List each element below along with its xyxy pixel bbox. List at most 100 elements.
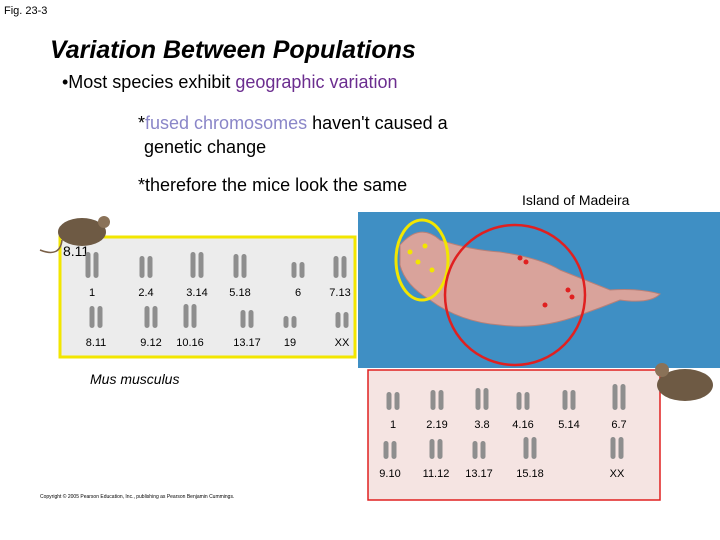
chromosome: [139, 256, 145, 278]
chromosome: [333, 256, 339, 278]
chromosome: [152, 306, 158, 328]
chromosome: [93, 252, 99, 278]
chromosome: [343, 312, 349, 328]
chromosome: [472, 441, 478, 459]
pair-label: 8.11: [86, 337, 107, 349]
chromosome: [241, 254, 247, 278]
pair-label: 13.17: [465, 468, 493, 480]
pair-label: 13.17: [233, 337, 261, 349]
chromosome: [562, 390, 568, 410]
red-region: [443, 223, 587, 367]
chromosome: [248, 310, 254, 328]
pair-label: 10.16: [176, 337, 204, 349]
site-dot: [542, 302, 548, 308]
site-dot: [422, 243, 428, 249]
left-karyotype-label: 8.11: [63, 243, 89, 259]
map-label: Island of Madeira: [522, 192, 630, 208]
chromosome: [198, 252, 204, 278]
bullet: •Most species exhibit geographic variati…: [62, 72, 397, 92]
mouse-ear: [655, 363, 669, 377]
right-karyotype-box: [367, 369, 661, 501]
chromosome: [233, 254, 239, 278]
chromosome: [475, 388, 481, 410]
pair-label: 6: [295, 287, 301, 299]
pair-label: XX: [610, 468, 625, 480]
chromosome: [240, 310, 246, 328]
title: Variation Between Populations: [50, 36, 416, 64]
mouse-right: [655, 363, 713, 401]
chromosome: [386, 392, 392, 410]
chromosome: [85, 252, 91, 278]
bullet-highlight: geographic variation: [235, 72, 397, 92]
note1: *fused chromosomes haven't caused a: [138, 113, 449, 133]
pair-label: 1: [390, 419, 396, 431]
chromosome: [97, 306, 103, 328]
pair-label: 1: [89, 287, 95, 299]
chromosome: [618, 437, 624, 459]
chromosome: [437, 439, 443, 459]
pair-label: 9.12: [140, 337, 161, 349]
chromosome: [391, 441, 397, 459]
copyright: Copyright © 2005 Pearson Education, Inc.…: [40, 493, 234, 500]
mouse-ear: [98, 216, 110, 228]
chromosome: [283, 316, 289, 328]
site-dot: [565, 287, 571, 293]
chromosome: [183, 304, 189, 328]
mouse-left: [39, 216, 110, 254]
chromosome: [291, 262, 297, 278]
pair-label: 5.14: [558, 419, 579, 431]
chromosome: [429, 439, 435, 459]
chromosome: [483, 388, 489, 410]
site-dot: [569, 294, 575, 300]
yellow-region: [394, 218, 450, 302]
species: Mus musculus: [90, 371, 179, 387]
chromosome: [394, 392, 400, 410]
chromosome: [523, 437, 529, 459]
chromosome: [620, 384, 626, 410]
chromosome: [570, 390, 576, 410]
chromosome: [524, 392, 530, 410]
bullet-text: •Most species exhibit: [62, 72, 235, 92]
pair-label: 6.7: [611, 419, 626, 431]
chromosome: [516, 392, 522, 410]
note1-line1: haven't caused a: [307, 113, 449, 133]
site-dot: [429, 267, 435, 273]
site-dot: [407, 249, 413, 255]
chromosome: [89, 306, 95, 328]
chromosome: [144, 306, 150, 328]
note1-highlight: fused chromosomes: [145, 113, 307, 133]
chromosome: [383, 441, 389, 459]
mouse-body: [58, 218, 106, 246]
chromosome: [430, 390, 436, 410]
pair-label: 4.16: [512, 419, 533, 431]
pair-label: 7.13: [329, 287, 350, 299]
chromosome: [341, 256, 347, 278]
chromosome: [299, 262, 305, 278]
fig-label: Fig. 23-3: [4, 5, 47, 17]
site-dot: [523, 259, 529, 265]
chromosome: [480, 441, 486, 459]
chromosome: [147, 256, 153, 278]
pair-label: 11.12: [423, 468, 450, 480]
note1-line2: genetic change: [144, 137, 266, 157]
site-dot: [517, 255, 523, 261]
mouse-body: [657, 369, 713, 401]
pair-label: 9.10: [379, 468, 400, 480]
island: [399, 231, 661, 327]
note2: *therefore the mice look the same: [138, 175, 407, 195]
site-dot: [415, 259, 421, 265]
pair-label: 15.18: [516, 468, 544, 480]
mouse-tail: [39, 239, 63, 254]
pair-label: 19: [284, 337, 296, 349]
chromosome: [612, 384, 618, 410]
chromosome: [438, 390, 444, 410]
pair-label: 3.8: [474, 419, 489, 431]
chromosome: [335, 312, 341, 328]
chromosome: [190, 252, 196, 278]
chromosome: [291, 316, 297, 328]
pair-label: 3.14: [186, 287, 207, 299]
left-karyotype-box: [58, 235, 357, 359]
chromosome: [610, 437, 616, 459]
